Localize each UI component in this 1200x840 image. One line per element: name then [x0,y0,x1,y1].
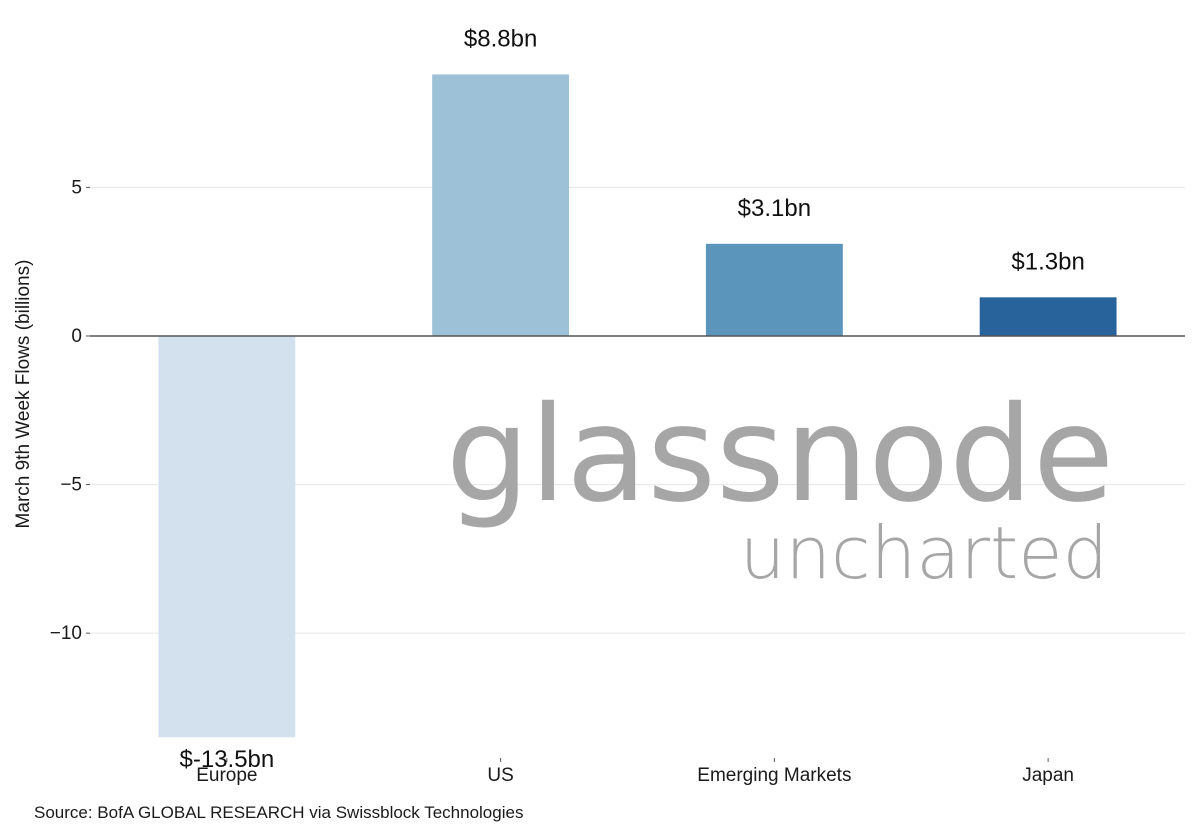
y-tick-label: 0 [71,326,82,347]
watermark-line1: glassnode [446,378,1114,532]
watermark-line2: uncharted [740,511,1108,595]
glassnode-watermark: glassnode uncharted [446,378,1114,595]
bar-us [432,74,570,336]
x-tick-label: Emerging Markets [697,765,851,786]
data-label: $8.8bn [464,25,537,52]
data-label: $1.3bn [1011,248,1084,275]
x-axis-ticks: Europe US Emerging Markets Japan [196,758,1074,786]
x-tick-label: US [487,765,513,786]
x-tick-label: Europe [196,765,257,786]
y-axis-ticks: 5 0 −5 −10 [50,177,90,644]
data-labels: $-13.5bn $8.8bn $3.1bn $1.3bn [180,25,1085,773]
data-label: $3.1bn [738,195,811,222]
x-tick-label: Japan [1022,765,1074,786]
bar-japan [979,297,1117,336]
bar-emerging-markets [705,243,843,336]
y-tick-label: −5 [60,475,82,496]
data-label: $-13.5bn [180,746,275,773]
bars [158,74,1117,738]
y-tick-label: 5 [71,177,82,198]
y-axis-title: March 9th Week Flows (billions) [13,260,34,529]
y-tick-label: −10 [50,623,82,644]
source-note: Source: BofA GLOBAL RESEARCH via Swissbl… [34,803,524,822]
bar-europe [158,335,296,738]
